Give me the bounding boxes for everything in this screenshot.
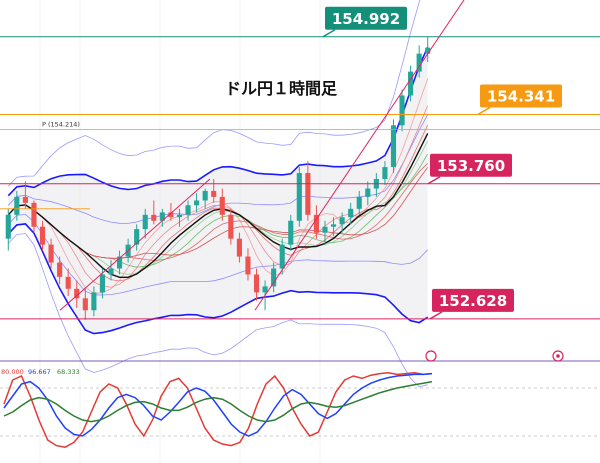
indicator-line: [3, 372, 433, 437]
candle-body: [82, 298, 88, 311]
candle-body: [74, 288, 80, 299]
candle-body: [108, 268, 114, 275]
candle-body: [322, 226, 328, 233]
candle-body: [399, 95, 405, 126]
lightning-marker-icon[interactable]: [425, 350, 437, 362]
price-tag-label: 154.341: [487, 87, 555, 105]
indicator-value-green: 68.333: [57, 368, 80, 376]
candle-body: [365, 188, 371, 197]
price-tag-pointer: [477, 106, 491, 116]
price-tag-pointer: [429, 311, 443, 320]
candle-body: [330, 224, 337, 227]
candle-body: [313, 214, 320, 233]
candle-body: [416, 53, 422, 72]
candle-body: [159, 212, 165, 221]
price-tag-pointer: [427, 176, 441, 185]
candle-body: [14, 196, 20, 215]
candle-body: [228, 214, 234, 239]
band-fill: [8, 47, 428, 334]
candle-body: [408, 71, 414, 96]
candle-body: [91, 292, 97, 311]
candle-body: [305, 173, 311, 215]
candle-body: [382, 167, 388, 179]
indicator-line: [3, 372, 433, 448]
candle-body: [219, 196, 225, 215]
price-tag-box: [325, 6, 407, 30]
candle-body: [288, 220, 294, 245]
candle-body: [57, 262, 63, 277]
indicator-value-red: 80.000: [1, 368, 24, 376]
candle-body: [99, 274, 106, 293]
pivot-label: P (154.214): [42, 121, 80, 129]
price-tags: 154.992 154.341 153.760 152.628: [322, 6, 562, 320]
candle-body: [390, 125, 397, 168]
candle-body: [151, 214, 157, 221]
price-tag-box: [430, 153, 512, 177]
band-upper-2: [7, 46, 429, 197]
candle-body: [202, 190, 208, 201]
candle-body: [31, 202, 37, 227]
candle-body: [168, 212, 174, 218]
price-levels: [0, 36, 600, 320]
candle-body: [262, 286, 268, 293]
candle-body: [356, 196, 362, 209]
candle-body: [236, 238, 242, 257]
candle-body: [296, 173, 302, 221]
candle-body: [339, 217, 345, 225]
price-tag-box: [480, 84, 562, 108]
candle-body: [271, 268, 277, 287]
candle-body: [134, 229, 140, 245]
candle-body: [48, 244, 54, 263]
candle-body: [116, 256, 123, 269]
candle-body: [22, 196, 28, 203]
candle-body: [425, 47, 431, 54]
target-marker-dot: [556, 354, 560, 358]
moving-averages: [7, 78, 429, 294]
ma-main-line: [7, 133, 429, 278]
price-tag-label: 153.760: [437, 157, 505, 175]
indicator-value-blue: 96.667: [28, 368, 51, 376]
candle-body: [253, 274, 260, 293]
candle-body: [142, 214, 148, 230]
target-marker-icon[interactable]: [552, 350, 564, 362]
trend-line: [59, 178, 211, 311]
candle-body: [65, 276, 71, 289]
candle-body: [211, 190, 217, 197]
indicator-line: [3, 380, 433, 423]
trend-line: [254, 0, 465, 311]
price-tag-box: [432, 288, 514, 312]
candle-body: [194, 200, 200, 206]
price-tag-label: 154.992: [332, 10, 400, 28]
band-upper-3: [8, 0, 421, 187]
ma-line-5: [8, 78, 429, 294]
candle-body: [39, 226, 46, 245]
candle-body: [185, 205, 191, 215]
candle-body: [245, 256, 251, 275]
trend-lines: [0, 0, 465, 311]
candle-body: [279, 244, 285, 269]
price-tag-pointer: [322, 29, 336, 38]
band-lower-3: [8, 233, 428, 388]
candle-body: [176, 214, 183, 218]
candle-body: [5, 214, 11, 239]
price-tag-label: 152.628: [439, 292, 507, 310]
stochastic-indicator: [0, 372, 600, 448]
candle-body: [348, 208, 354, 218]
band-lower-1: [8, 213, 428, 296]
chart-title: ドル円１時間足: [225, 79, 338, 98]
